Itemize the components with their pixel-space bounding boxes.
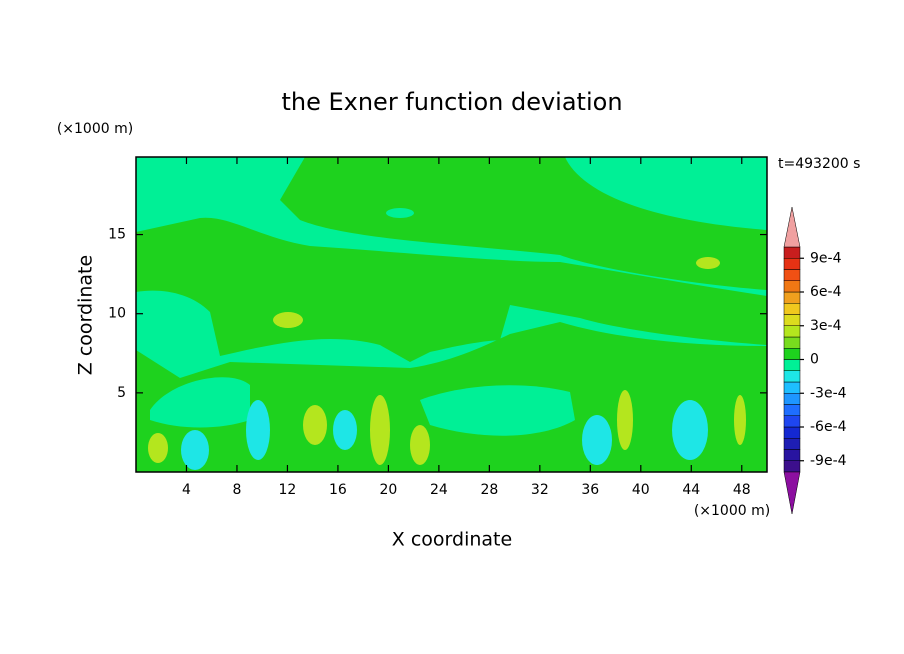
colorbar-box [783, 415, 801, 428]
field-region [410, 425, 430, 465]
field-region [246, 400, 270, 460]
plot-frame [135, 156, 768, 473]
colorbar-label: -9e-4 [810, 453, 847, 469]
field-region [696, 257, 720, 269]
colorbar-box [783, 370, 801, 383]
field-region [280, 157, 767, 290]
field-region [150, 377, 250, 428]
colorbar-label: 3e-4 [810, 318, 842, 334]
field-region [181, 430, 209, 470]
x-tick-label: 40 [632, 482, 650, 498]
x-tick-label: 12 [279, 482, 297, 498]
x-tick-label: 28 [480, 482, 498, 498]
colorbar-box [783, 426, 801, 439]
field-region [333, 410, 357, 450]
field-region [617, 390, 633, 450]
colorbar-under [783, 471, 801, 515]
field-region [386, 208, 414, 218]
field-region [303, 405, 327, 445]
y-axis-label: Z coordinate [75, 255, 97, 375]
colorbar-box [783, 404, 801, 416]
y-tick-label: 10 [108, 306, 126, 322]
field-region [370, 395, 390, 465]
colorbar-box [783, 280, 801, 293]
time-label: t=493200 s [778, 156, 860, 172]
x-tick-label: 48 [733, 482, 751, 498]
x-tick-label: 20 [379, 482, 397, 498]
field [136, 157, 767, 472]
x-tick-label: 8 [232, 482, 241, 498]
colorbar-box [783, 438, 801, 450]
colorbar-label: 9e-4 [810, 250, 842, 266]
y-unit: (×1000 m) [57, 121, 133, 137]
colorbar-label: 0 [810, 352, 819, 368]
colorbar-over [783, 206, 801, 248]
colorbar-box [783, 449, 801, 461]
y-tick-label: 15 [108, 227, 126, 243]
x-tick-label: 44 [682, 482, 700, 498]
colorbar-box [783, 359, 801, 371]
field-region [582, 415, 612, 465]
colorbar-box [783, 393, 801, 405]
x-tick-label: 24 [430, 482, 448, 498]
x-tick-label: 16 [329, 482, 347, 498]
colorbar-box [783, 381, 801, 394]
colorbar-box [783, 291, 801, 304]
field-region [672, 400, 708, 460]
colorbar-box [783, 303, 801, 315]
x-tick-label: 36 [581, 482, 599, 498]
x-unit: (×1000 m) [694, 503, 770, 519]
colorbar-box [783, 269, 801, 281]
chart-title: the Exner function deviation [281, 88, 622, 116]
x-axis-label: X coordinate [392, 529, 512, 551]
colorbar-box [783, 246, 801, 259]
colorbar-box [783, 325, 801, 338]
colorbar-label: -3e-4 [810, 385, 847, 401]
y-tick-label: 5 [117, 385, 126, 401]
field-region [273, 312, 303, 328]
x-tick-label: 4 [182, 482, 191, 498]
field-region [148, 433, 168, 463]
x-tick-label: 32 [531, 482, 549, 498]
field-region [420, 385, 575, 436]
colorbar-box [783, 314, 801, 326]
colorbar-box [783, 258, 801, 270]
colorbar-label: -6e-4 [810, 419, 847, 435]
colorbar-box [783, 460, 801, 473]
colorbar-label: 6e-4 [810, 284, 842, 300]
colorbar-box [783, 336, 801, 349]
field-region [734, 395, 746, 445]
colorbar-box [783, 348, 801, 360]
